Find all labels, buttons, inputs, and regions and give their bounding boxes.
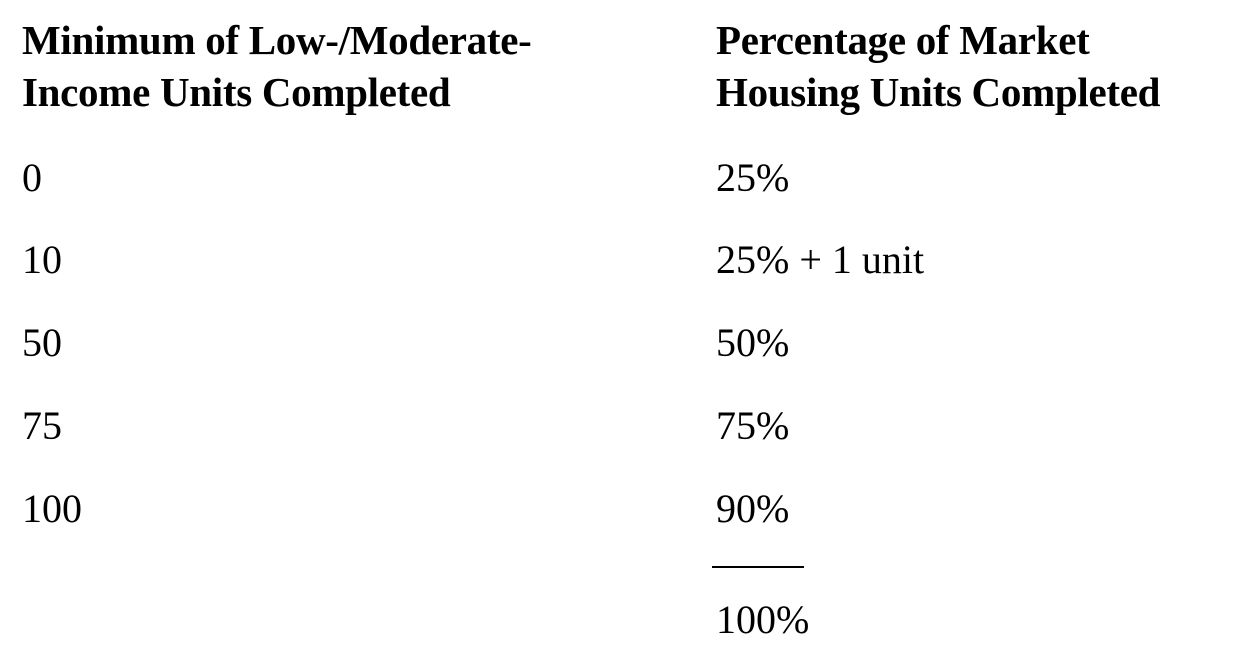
column-header-percentage: Percentage of Market Housing Units Compl… [716,14,1160,118]
min-units-cell: 75 [22,403,62,448]
percentage-cell: 25% + 1 unit [716,237,925,282]
table-row: 50 50% [0,313,1249,373]
total-value: 100% [716,597,810,642]
column-header-line: Minimum of Low-/Moderate- [22,17,532,63]
column-header-line: Percentage of Market [716,17,1090,63]
table-row: 0 25% [0,148,1249,208]
column-header-line: Income Units Completed [22,69,451,115]
column-header-line: Housing Units Completed [716,69,1161,115]
percentage-cell: 25% [716,155,790,200]
table-row: 100 90% [0,479,1249,539]
table-row: 75 75% [0,396,1249,456]
percentage-cell: 75% [716,403,790,448]
column-header-min-units: Minimum of Low-/Moderate- Income Units C… [22,14,532,118]
total-divider [712,566,804,568]
min-units-cell: 10 [22,237,62,282]
percentage-cell: 50% [716,320,790,365]
table-row: 10 25% + 1 unit [0,230,1249,290]
min-units-cell: 50 [22,320,62,365]
percentage-cell: 90% [716,486,790,531]
min-units-cell: 100 [22,486,82,531]
min-units-cell: 0 [22,155,42,200]
